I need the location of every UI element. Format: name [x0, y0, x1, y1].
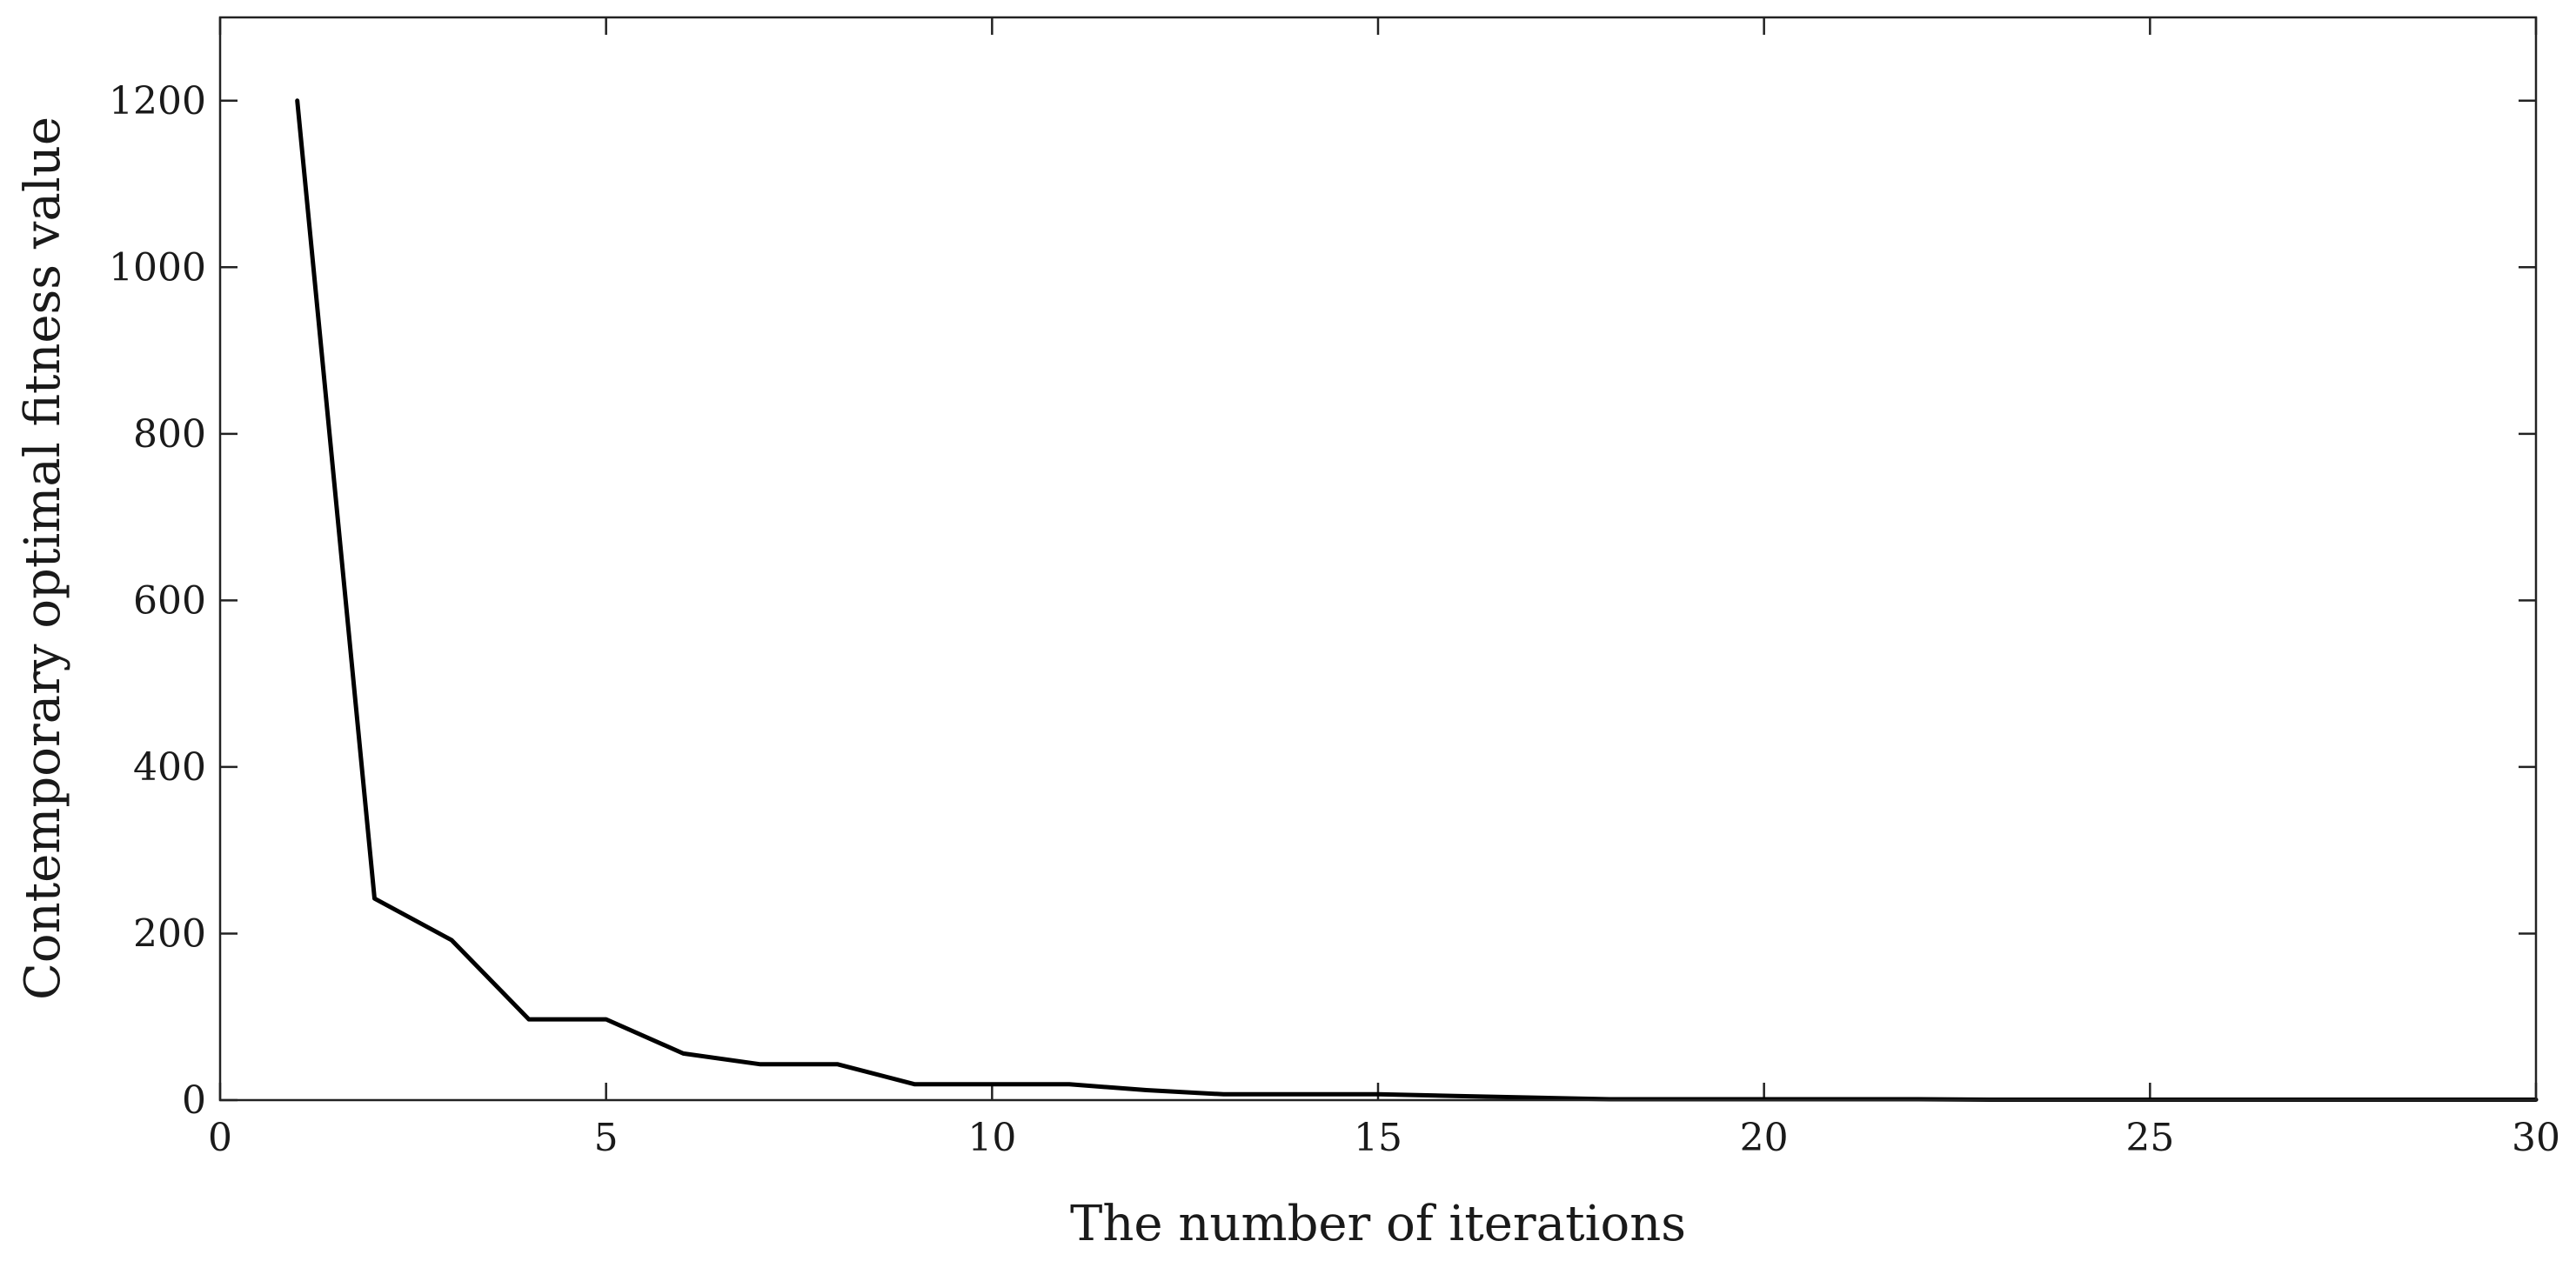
- y-tick-label: 400: [133, 745, 206, 790]
- series-line-fitness: [295, 98, 2539, 1102]
- x-tick-label: 10: [967, 1116, 1016, 1160]
- x-tick-label: 15: [1354, 1116, 1402, 1160]
- series-layer: [295, 98, 2539, 1102]
- y-tick-label: 1200: [109, 79, 206, 123]
- axis-ticks: [218, 17, 2538, 1102]
- x-tick-label: 5: [594, 1116, 619, 1160]
- y-tick-label: 800: [133, 412, 206, 457]
- plot-frame: [218, 16, 2538, 1102]
- y-tick-label: 0: [182, 1078, 206, 1123]
- tick-labels: 0 5 10 15 20 25 30 0 200 400 600 800 1000 1200: [109, 79, 2560, 1160]
- y-axis-label: Contemporary optimal fitness value: [15, 117, 71, 1000]
- x-tick-label: 30: [2512, 1116, 2560, 1160]
- y-tick-label: 200: [133, 911, 206, 956]
- x-tick-label: 0: [208, 1116, 232, 1160]
- y-tick-label: 1000: [109, 245, 206, 290]
- x-axis-label: The number of iterations: [1070, 1196, 1686, 1252]
- y-tick-label: 600: [133, 578, 206, 623]
- x-tick-label: 25: [2125, 1116, 2174, 1160]
- x-tick-label: 20: [1740, 1116, 1789, 1160]
